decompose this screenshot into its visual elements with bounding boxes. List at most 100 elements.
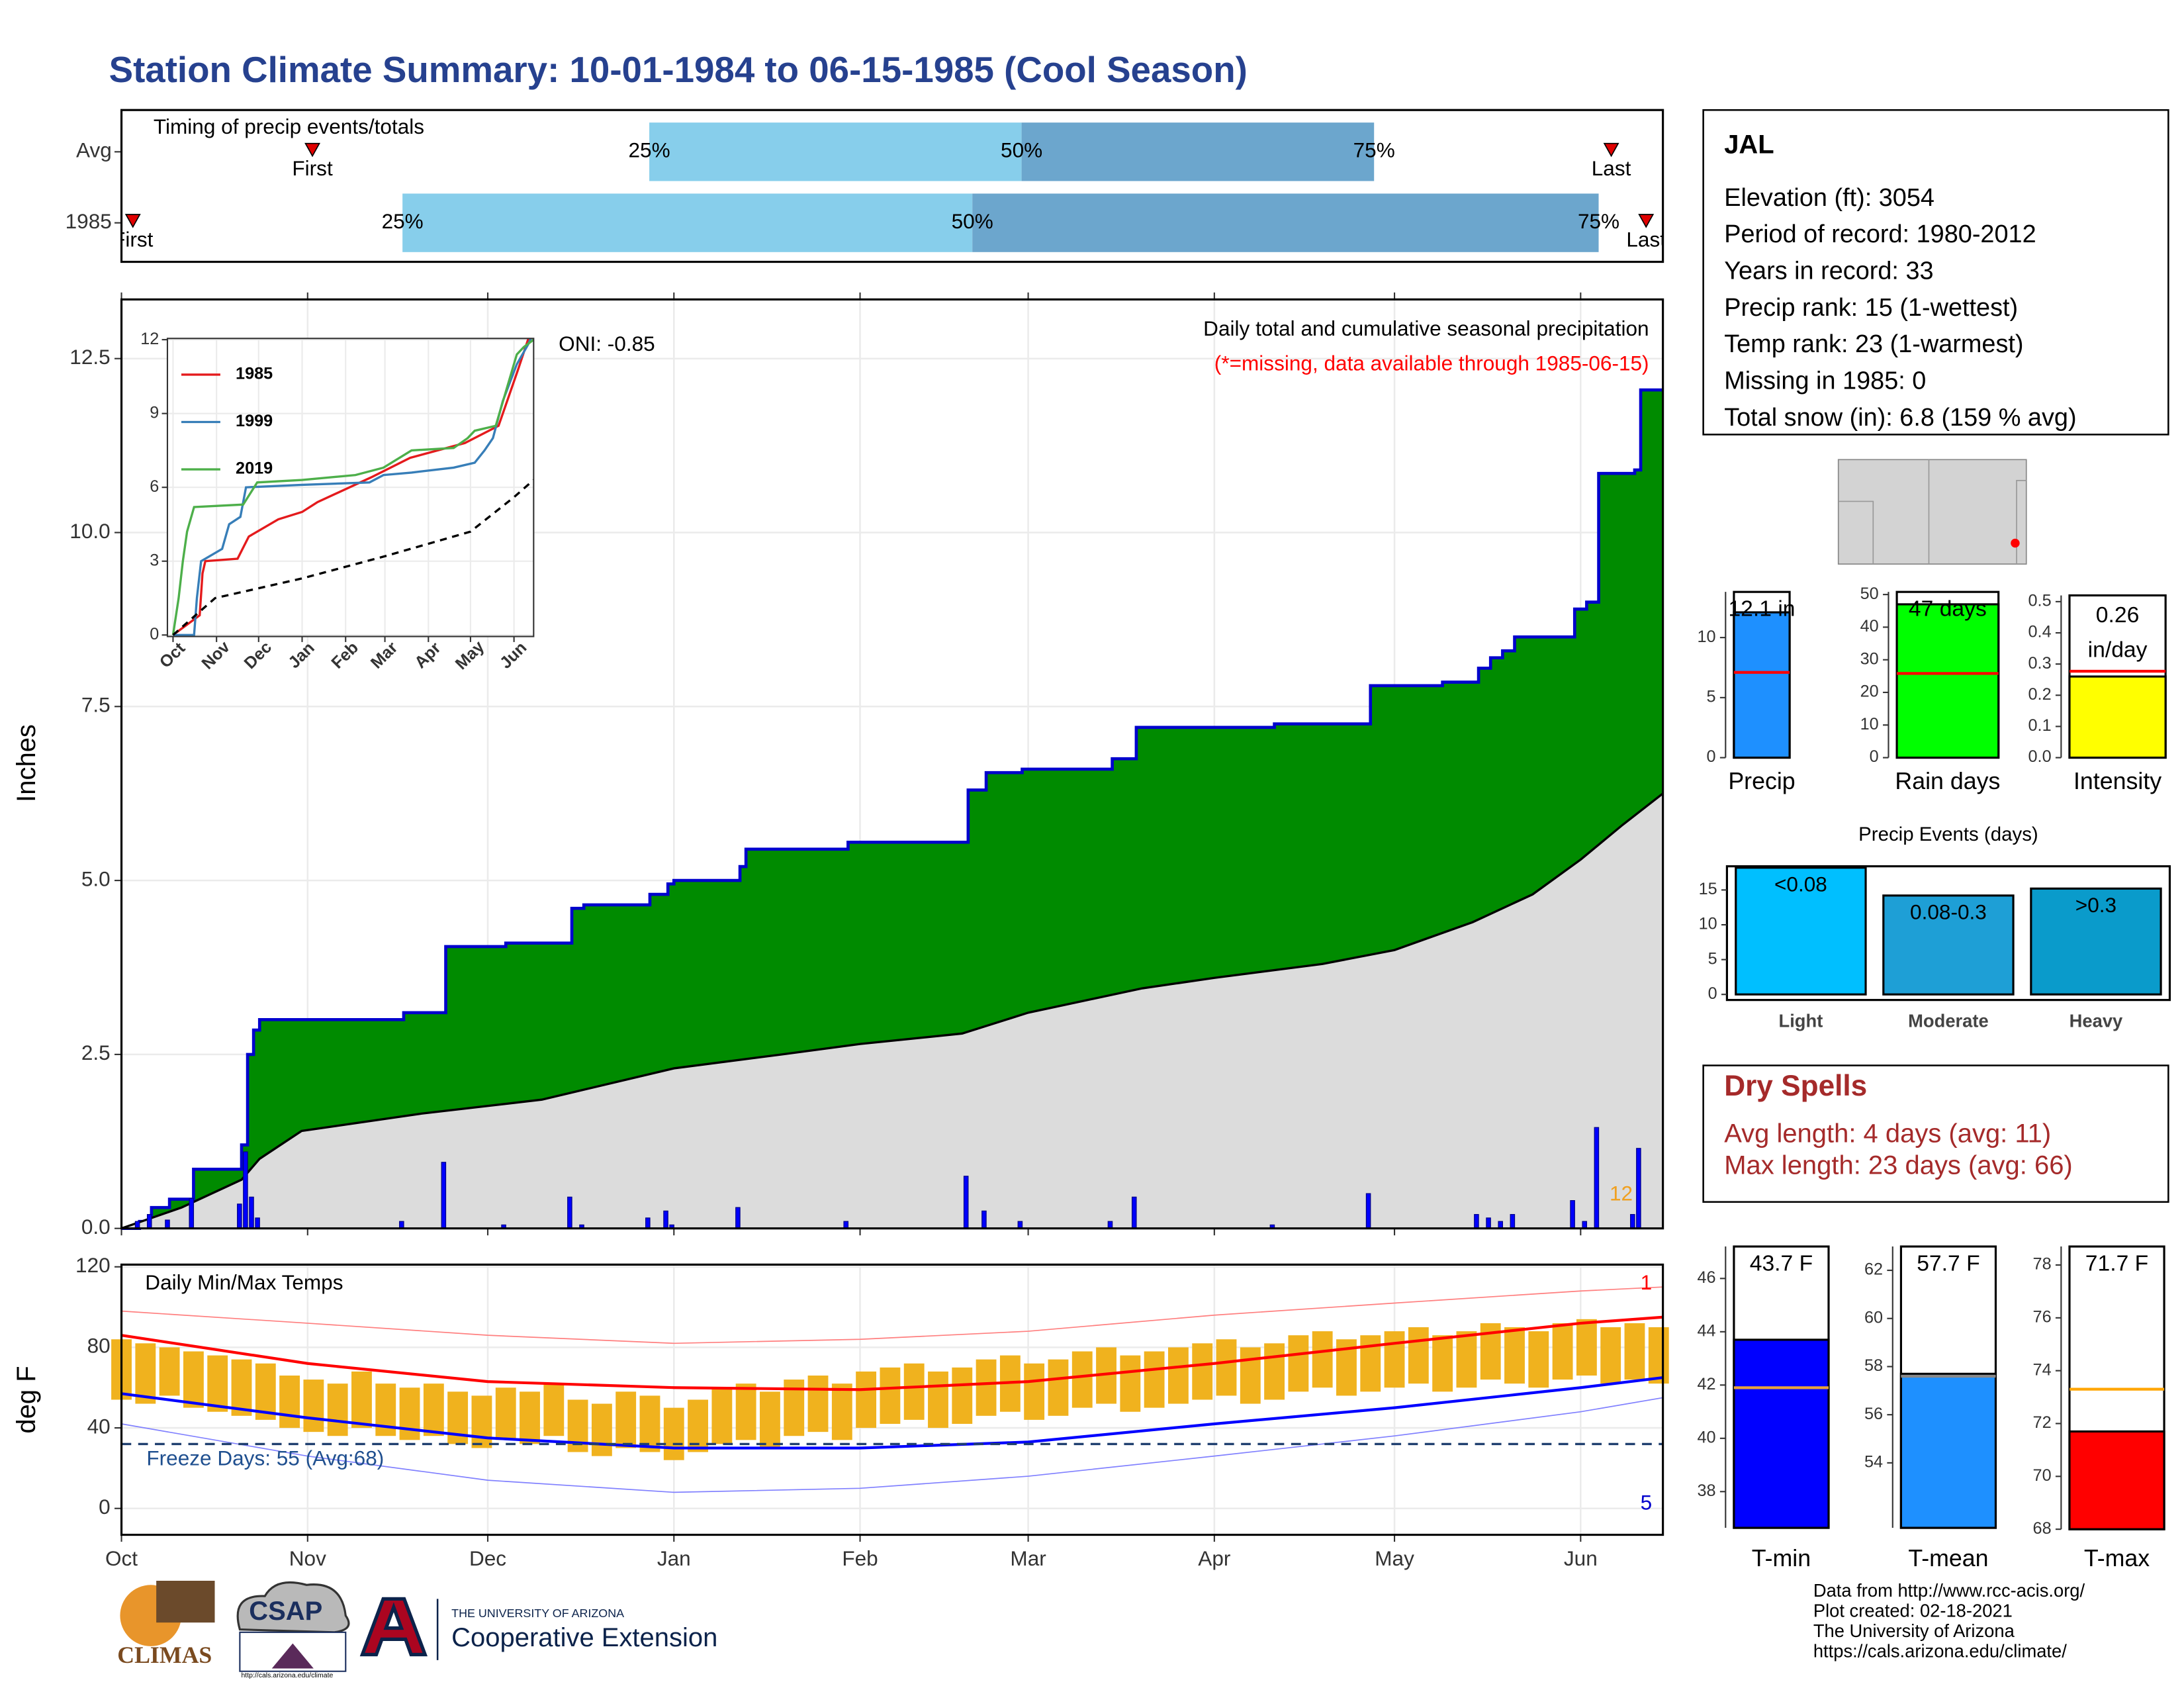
temp-range-bar [1048, 1359, 1069, 1416]
x-tick-label: May [1375, 1546, 1414, 1570]
station-line: Precip rank: 15 (1-wettest) [1724, 294, 2018, 322]
value-label: 12.1 in [1728, 596, 1795, 621]
y-tick-label: 10 [1860, 715, 1879, 733]
x-tick-label: Nov [289, 1546, 326, 1570]
y-tick-label: 40 [87, 1414, 111, 1438]
value-label: in/day [2088, 637, 2148, 662]
y-tick-label: 5 [1707, 688, 1716, 706]
temp-range-bar [1071, 1351, 1093, 1408]
y-tick-label: 42 [1697, 1375, 1715, 1393]
x-tick-label: Oct [105, 1546, 138, 1570]
y-tick-label: 0.4 [2028, 623, 2052, 641]
station-line: Period of record: 1980-2012 [1724, 220, 2036, 248]
daily-bar [1474, 1214, 1479, 1229]
average-area [121, 793, 1663, 1229]
temp-range-bar [1288, 1335, 1309, 1392]
csap-url: http://cals.arizona.edu/climate [241, 1671, 333, 1679]
temp-range-bar [1624, 1323, 1645, 1380]
panel-border [120, 1263, 1664, 1536]
event-marker [304, 142, 321, 158]
station-name: JAL [1724, 130, 1774, 159]
temp-range-bar [639, 1395, 660, 1452]
panel-border [120, 298, 1664, 1230]
y-tick-label: 54 [1864, 1453, 1883, 1472]
credits: Data from http://www.rcc-acis.org/Plot c… [1813, 1580, 2085, 1662]
temp-range-bar [1576, 1319, 1597, 1376]
y-tick-label: 5 [1708, 949, 1717, 968]
temp-range-bar [471, 1395, 492, 1448]
station-line: Total snow (in): 6.8 (159 % avg) [1724, 404, 2076, 432]
freeze-label: Freeze Days: 55 (Avg:68) [146, 1446, 384, 1470]
y-tick-label: 0 [1708, 984, 1717, 1003]
page-title: Station Climate Summary: 10-01-1984 to 0… [109, 49, 1248, 90]
range-label: >0.3 [2075, 893, 2116, 917]
temp-range-bar [976, 1359, 997, 1416]
legend-label: 2019 [236, 459, 273, 478]
temp-range-bar [1144, 1351, 1165, 1408]
y-tick-label: 2.5 [81, 1041, 111, 1064]
daily-bar [1131, 1196, 1137, 1229]
csap-text: CSAP [249, 1597, 322, 1626]
temp-range-bar [1384, 1331, 1405, 1388]
location-map [1837, 459, 2027, 565]
temp-range-bar [615, 1391, 637, 1448]
temp-range-bar [520, 1391, 540, 1444]
temp-range-bar [1528, 1331, 1549, 1388]
value-label: 0.26 [2096, 603, 2140, 628]
temp-range-bar [831, 1383, 852, 1440]
temp-range-bar [543, 1383, 565, 1436]
x-tick-label: Feb [842, 1546, 878, 1570]
daily-bar [645, 1217, 651, 1229]
temp-range-bar [663, 1407, 684, 1460]
y-tick-label: 58 [1864, 1356, 1883, 1375]
station-line: Temp rank: 23 (1-warmest) [1724, 330, 2023, 358]
legend-label: 1985 [236, 365, 273, 383]
y-tick-label: 10 [1697, 628, 1715, 646]
temp-range-bar [807, 1375, 829, 1432]
climas-text: CLIMAS [117, 1642, 212, 1668]
x-tick-label: Apr [1198, 1546, 1230, 1570]
y-tick-label: 0.5 [2028, 592, 2052, 610]
station-dot [2011, 538, 2020, 548]
events-title: Precip Events (days) [1858, 823, 2038, 845]
temp-range-bar [159, 1347, 180, 1396]
credit-line: Plot created: 02-18-2021 [1813, 1601, 2013, 1621]
panel-subtitle: Daily total and cumulative seasonal prec… [1203, 316, 1649, 340]
temp-range-bar [423, 1383, 444, 1436]
y-tick-label: 78 [2033, 1255, 2052, 1274]
temp-range-bar [303, 1380, 324, 1432]
y-tick-label: 30 [1860, 649, 1879, 668]
quartile-bar [402, 193, 973, 252]
csap-mountain [271, 1643, 314, 1669]
row-label: Avg [76, 138, 112, 162]
y-tick-label: 0 [150, 625, 159, 643]
x-tick-label: Mar [1010, 1546, 1046, 1570]
map-land [1837, 459, 2027, 565]
climas-logo-block [156, 1580, 215, 1623]
category-label: Intensity [2073, 768, 2161, 794]
temp-range-bar [760, 1391, 780, 1448]
quartile-label: 75% [1578, 209, 1619, 233]
y-tick-label: 56 [1864, 1405, 1883, 1423]
station-line: Years in record: 33 [1724, 258, 1933, 285]
temp-range-bar [952, 1367, 973, 1424]
dry-spells-title: Dry Spells [1724, 1070, 1867, 1102]
y-tick-label: 0.0 [2028, 747, 2052, 766]
y-tick-label: 44 [1697, 1322, 1715, 1340]
y-tick-label: 0.1 [2028, 716, 2052, 735]
event-label: Last [1592, 156, 1631, 180]
y-tick-label: 0 [1707, 747, 1716, 766]
temp-line [121, 1286, 1663, 1344]
y-tick-label: 9 [150, 403, 159, 422]
university-logo [359, 1597, 428, 1657]
category-label: Light [1779, 1011, 1823, 1031]
temp-range-bar [591, 1403, 612, 1456]
event-label: First [113, 227, 154, 251]
daily-bar [1636, 1148, 1641, 1229]
temp-range-bar [231, 1359, 252, 1416]
y-tick-label: 15 [1699, 880, 1717, 898]
quartile-bar [1021, 122, 1375, 181]
temp-range-bar [880, 1367, 901, 1424]
daily-bar [963, 1176, 969, 1229]
